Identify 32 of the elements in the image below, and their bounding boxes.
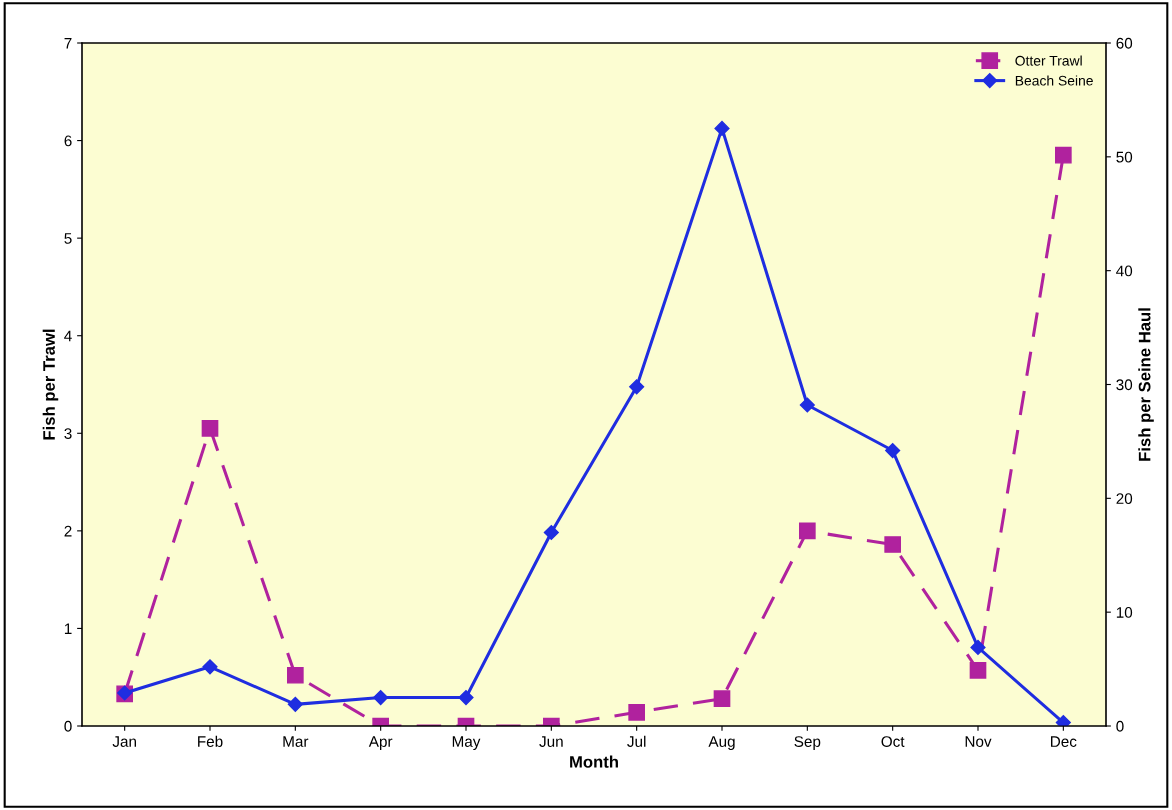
y-tick-label: 0 <box>64 720 72 732</box>
y-tick-label: 6 <box>64 135 72 147</box>
y-tick-label: 5 <box>64 233 72 244</box>
x-tick-label: Sep <box>794 736 821 750</box>
x-tick-label: Mar <box>283 736 309 747</box>
x-tick-label: Apr <box>368 736 393 750</box>
y-tick-label: 1 <box>64 623 72 634</box>
y2-tick-label: 20 <box>1116 493 1133 505</box>
x-tick-label: Dec <box>1051 736 1077 747</box>
x-tick-label: Aug <box>708 736 735 750</box>
legend-label: Otter Trawl <box>1015 55 1082 66</box>
x-tick-label: Nov <box>965 736 992 747</box>
y-tick-label: 7 <box>64 38 72 49</box>
legend-label: Beach Seine <box>1015 75 1093 86</box>
y2-tick-label: 60 <box>1116 37 1133 49</box>
y2-tick-label: 30 <box>1116 379 1133 391</box>
y2-tick-label: 10 <box>1116 607 1133 618</box>
y2-axis-title: Fish per Seine Haul <box>1138 308 1154 461</box>
y-tick-label: 2 <box>64 525 72 537</box>
y2-tick-label: 0 <box>1116 720 1124 732</box>
y-tick-label: 4 <box>64 330 72 342</box>
x-tick-label: May <box>452 736 481 750</box>
y-tick-label: 3 <box>64 428 72 439</box>
x-axis-title: Month <box>570 755 618 768</box>
x-tick-label: Jun <box>539 736 563 747</box>
x-tick-label: Jul <box>627 735 646 747</box>
x-tick-label: Jan <box>112 736 136 747</box>
y2-tick-label: 40 <box>1116 265 1133 277</box>
y2-tick-label: 50 <box>1116 151 1133 163</box>
x-tick-label: Feb <box>198 735 223 747</box>
x-tick-label: Oct <box>881 736 905 747</box>
y-axis-title: Fish per Trawl <box>42 329 59 440</box>
